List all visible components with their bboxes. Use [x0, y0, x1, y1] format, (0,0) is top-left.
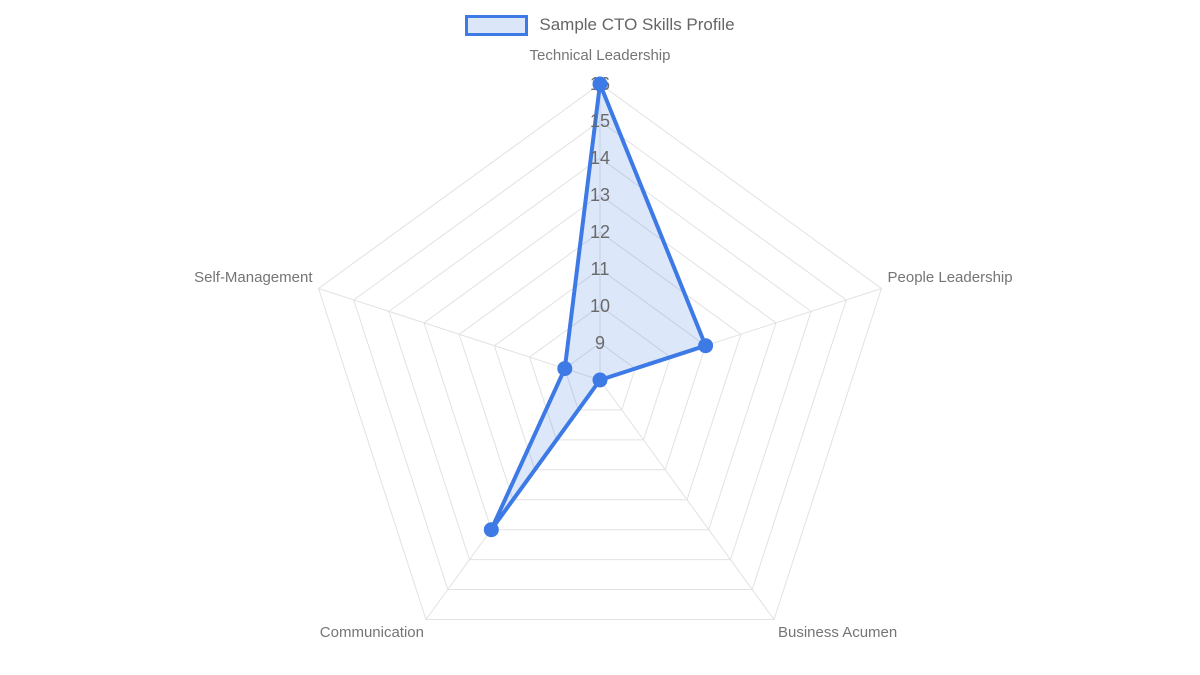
- grid-ring: [423, 194, 777, 531]
- grid-ring: [388, 157, 812, 561]
- radial-tick-label: 13: [590, 185, 610, 205]
- grid-ring: [493, 268, 707, 471]
- data-point-self-management: [557, 361, 573, 377]
- data-point-business-acumen: [592, 372, 608, 388]
- axis-spoke: [318, 288, 601, 381]
- radial-tick-label: 9: [595, 333, 605, 353]
- radial-tick-label: 11: [591, 259, 610, 279]
- radial-tick-label: 15: [590, 111, 610, 131]
- axis-label-self-management: Self-Management: [194, 269, 313, 286]
- radial-tick-label: 14: [590, 148, 610, 168]
- axis-label-communication: Communication: [320, 624, 424, 641]
- radial-tick-label: 12: [590, 222, 610, 242]
- data-point-technical-leadership: [592, 76, 608, 92]
- grid-ring: [317, 83, 883, 620]
- grid-ring: [353, 120, 847, 590]
- data-point-people-leadership: [698, 338, 714, 354]
- axis-spoke: [599, 379, 775, 620]
- axis-label-business-acumen: Business Acumen: [778, 624, 897, 641]
- axis-label-people-leadership: People Leadership: [888, 269, 1013, 286]
- radial-tick-label: 10: [590, 296, 610, 316]
- axis-label-technical-leadership: Technical Leadership: [530, 47, 671, 64]
- grid-ring: [458, 231, 742, 501]
- grid-ring: [529, 305, 671, 441]
- legend-label: Sample CTO Skills Profile: [539, 15, 735, 34]
- series-polygon: [489, 82, 708, 532]
- data-point-communication: [483, 522, 499, 538]
- legend-swatch: [465, 14, 529, 36]
- legend-item[interactable]: Sample CTO Skills Profile: [0, 11, 1200, 39]
